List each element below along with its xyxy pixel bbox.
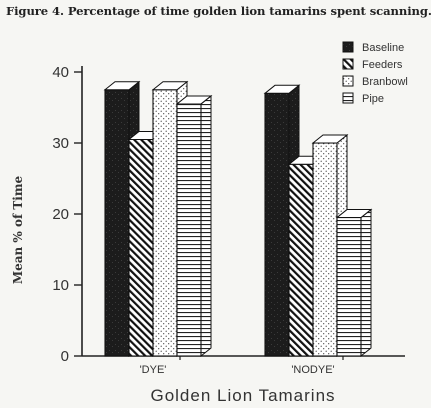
bar-side [360, 208, 372, 358]
y-tick-label: 10 [52, 277, 69, 294]
legend-label: Baseline [362, 42, 404, 54]
y-tick-label: 40 [52, 64, 69, 81]
bar-front [128, 138, 154, 357]
chart-legend: Baseline Feeders Branbowl Pipe [342, 41, 408, 105]
bar-top [175, 95, 213, 105]
bar-front [152, 89, 178, 357]
chart-axes: 0 10 20 30 40 'DYE' 'NODYE' [52, 64, 405, 376]
legend-swatch [342, 92, 354, 104]
legend-swatch [342, 58, 354, 70]
figure-title: Figure 4. Percentage of time golden lion… [6, 4, 431, 18]
legend-swatch [342, 75, 354, 87]
bar-top [311, 134, 349, 144]
x-category-label: 'NODYE' [291, 364, 334, 376]
y-tick-label: 30 [52, 135, 69, 152]
legend-swatch [342, 41, 354, 53]
y-tick-label: 20 [52, 206, 69, 223]
bar-front [336, 217, 362, 357]
chart-bars [103, 80, 373, 358]
y-axis-title: Mean % of Time [11, 175, 25, 284]
bar-top [263, 84, 301, 94]
x-axis-title: Golden Lion Tamarins [150, 386, 335, 405]
bar-front [104, 89, 130, 357]
bar [335, 208, 373, 358]
bar-front [312, 142, 338, 357]
x-category-label: 'DYE' [140, 364, 167, 376]
y-tick-label: 0 [61, 348, 69, 365]
bar-front [176, 103, 202, 357]
legend-label: Feeders [362, 59, 403, 71]
bar-top [151, 81, 189, 91]
bar-front [264, 92, 290, 357]
bar [175, 94, 213, 358]
bar-front [288, 163, 314, 357]
legend-label: Branbowl [362, 76, 408, 88]
bar-top [335, 209, 373, 219]
legend-label: Pipe [362, 93, 384, 105]
bar-top [103, 81, 141, 91]
bar-side [200, 94, 212, 358]
